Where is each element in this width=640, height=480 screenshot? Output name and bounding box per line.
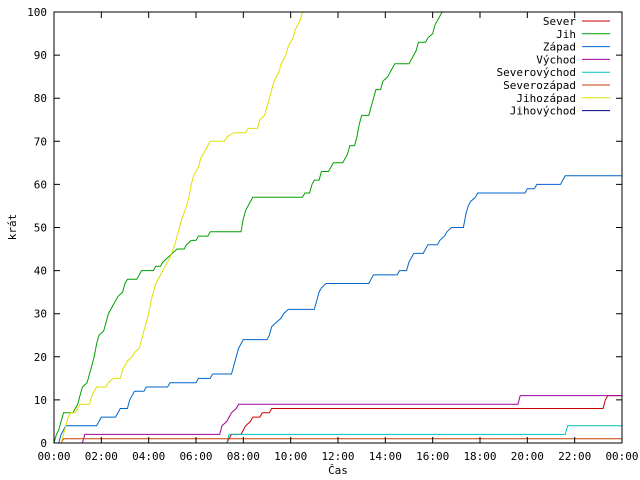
y-tick-label: 50 <box>34 222 47 235</box>
legend: SeverJihZápadVýchodSeverovýchodSeverozáp… <box>497 15 610 118</box>
y-tick-label: 80 <box>34 92 47 105</box>
x-tick-label: 22:00 <box>558 450 591 463</box>
x-axis-ticks: 00:00 02:00 04:00 06:00 08:00 10:00 12:00 14:00… <box>37 450 638 463</box>
legend-label: Východ <box>536 53 576 66</box>
x-tick-label: 00:00 <box>605 450 638 463</box>
y-tick-label: 30 <box>34 308 47 321</box>
x-tick-label: 00:00 <box>37 450 70 463</box>
legend-label: Severovýchod <box>497 66 576 79</box>
x-tick-label: 16:00 <box>416 450 449 463</box>
series-line-0 <box>54 395 622 444</box>
legend-label: Jihovýchod <box>510 105 576 118</box>
y-tick-label: 20 <box>34 351 47 364</box>
x-tick-label: 20:00 <box>511 450 544 463</box>
x-tick-label: 10:00 <box>274 450 307 463</box>
legend-label: Severozápad <box>503 79 576 92</box>
y-tick-label: 100 <box>27 6 47 19</box>
x-tick-label: 06:00 <box>179 450 212 463</box>
y-tick-label: 70 <box>34 135 47 148</box>
plot-frame <box>53 11 623 444</box>
series-line-6 <box>54 11 303 444</box>
series-line-3 <box>54 395 622 444</box>
x-axis-label: Čas <box>328 464 348 477</box>
tick-marks <box>53 11 623 444</box>
legend-label: Sever <box>543 15 576 28</box>
y-tick-label: 0 <box>40 437 47 450</box>
legend-label: Západ <box>543 41 576 54</box>
y-tick-label: 40 <box>34 265 47 278</box>
x-tick-label: 08:00 <box>227 450 260 463</box>
x-tick-label: 04:00 <box>132 450 165 463</box>
series-line-2 <box>54 175 622 444</box>
x-tick-label: 12:00 <box>321 450 354 463</box>
y-axis-ticks: 0 10 20 30 40 50 60 70 80 90 100 <box>27 6 47 450</box>
y-tick-label: 60 <box>34 178 47 191</box>
x-tick-label: 14:00 <box>369 450 402 463</box>
series-line-1 <box>53 11 443 444</box>
legend-label: Jih <box>556 28 576 41</box>
y-tick-label: 10 <box>34 394 47 407</box>
x-tick-label: 18:00 <box>463 450 496 463</box>
legend-label: Jihozápad <box>516 92 576 105</box>
y-axis-label: krát <box>6 214 19 241</box>
y-tick-label: 90 <box>34 49 47 62</box>
x-tick-label: 02:00 <box>85 450 118 463</box>
